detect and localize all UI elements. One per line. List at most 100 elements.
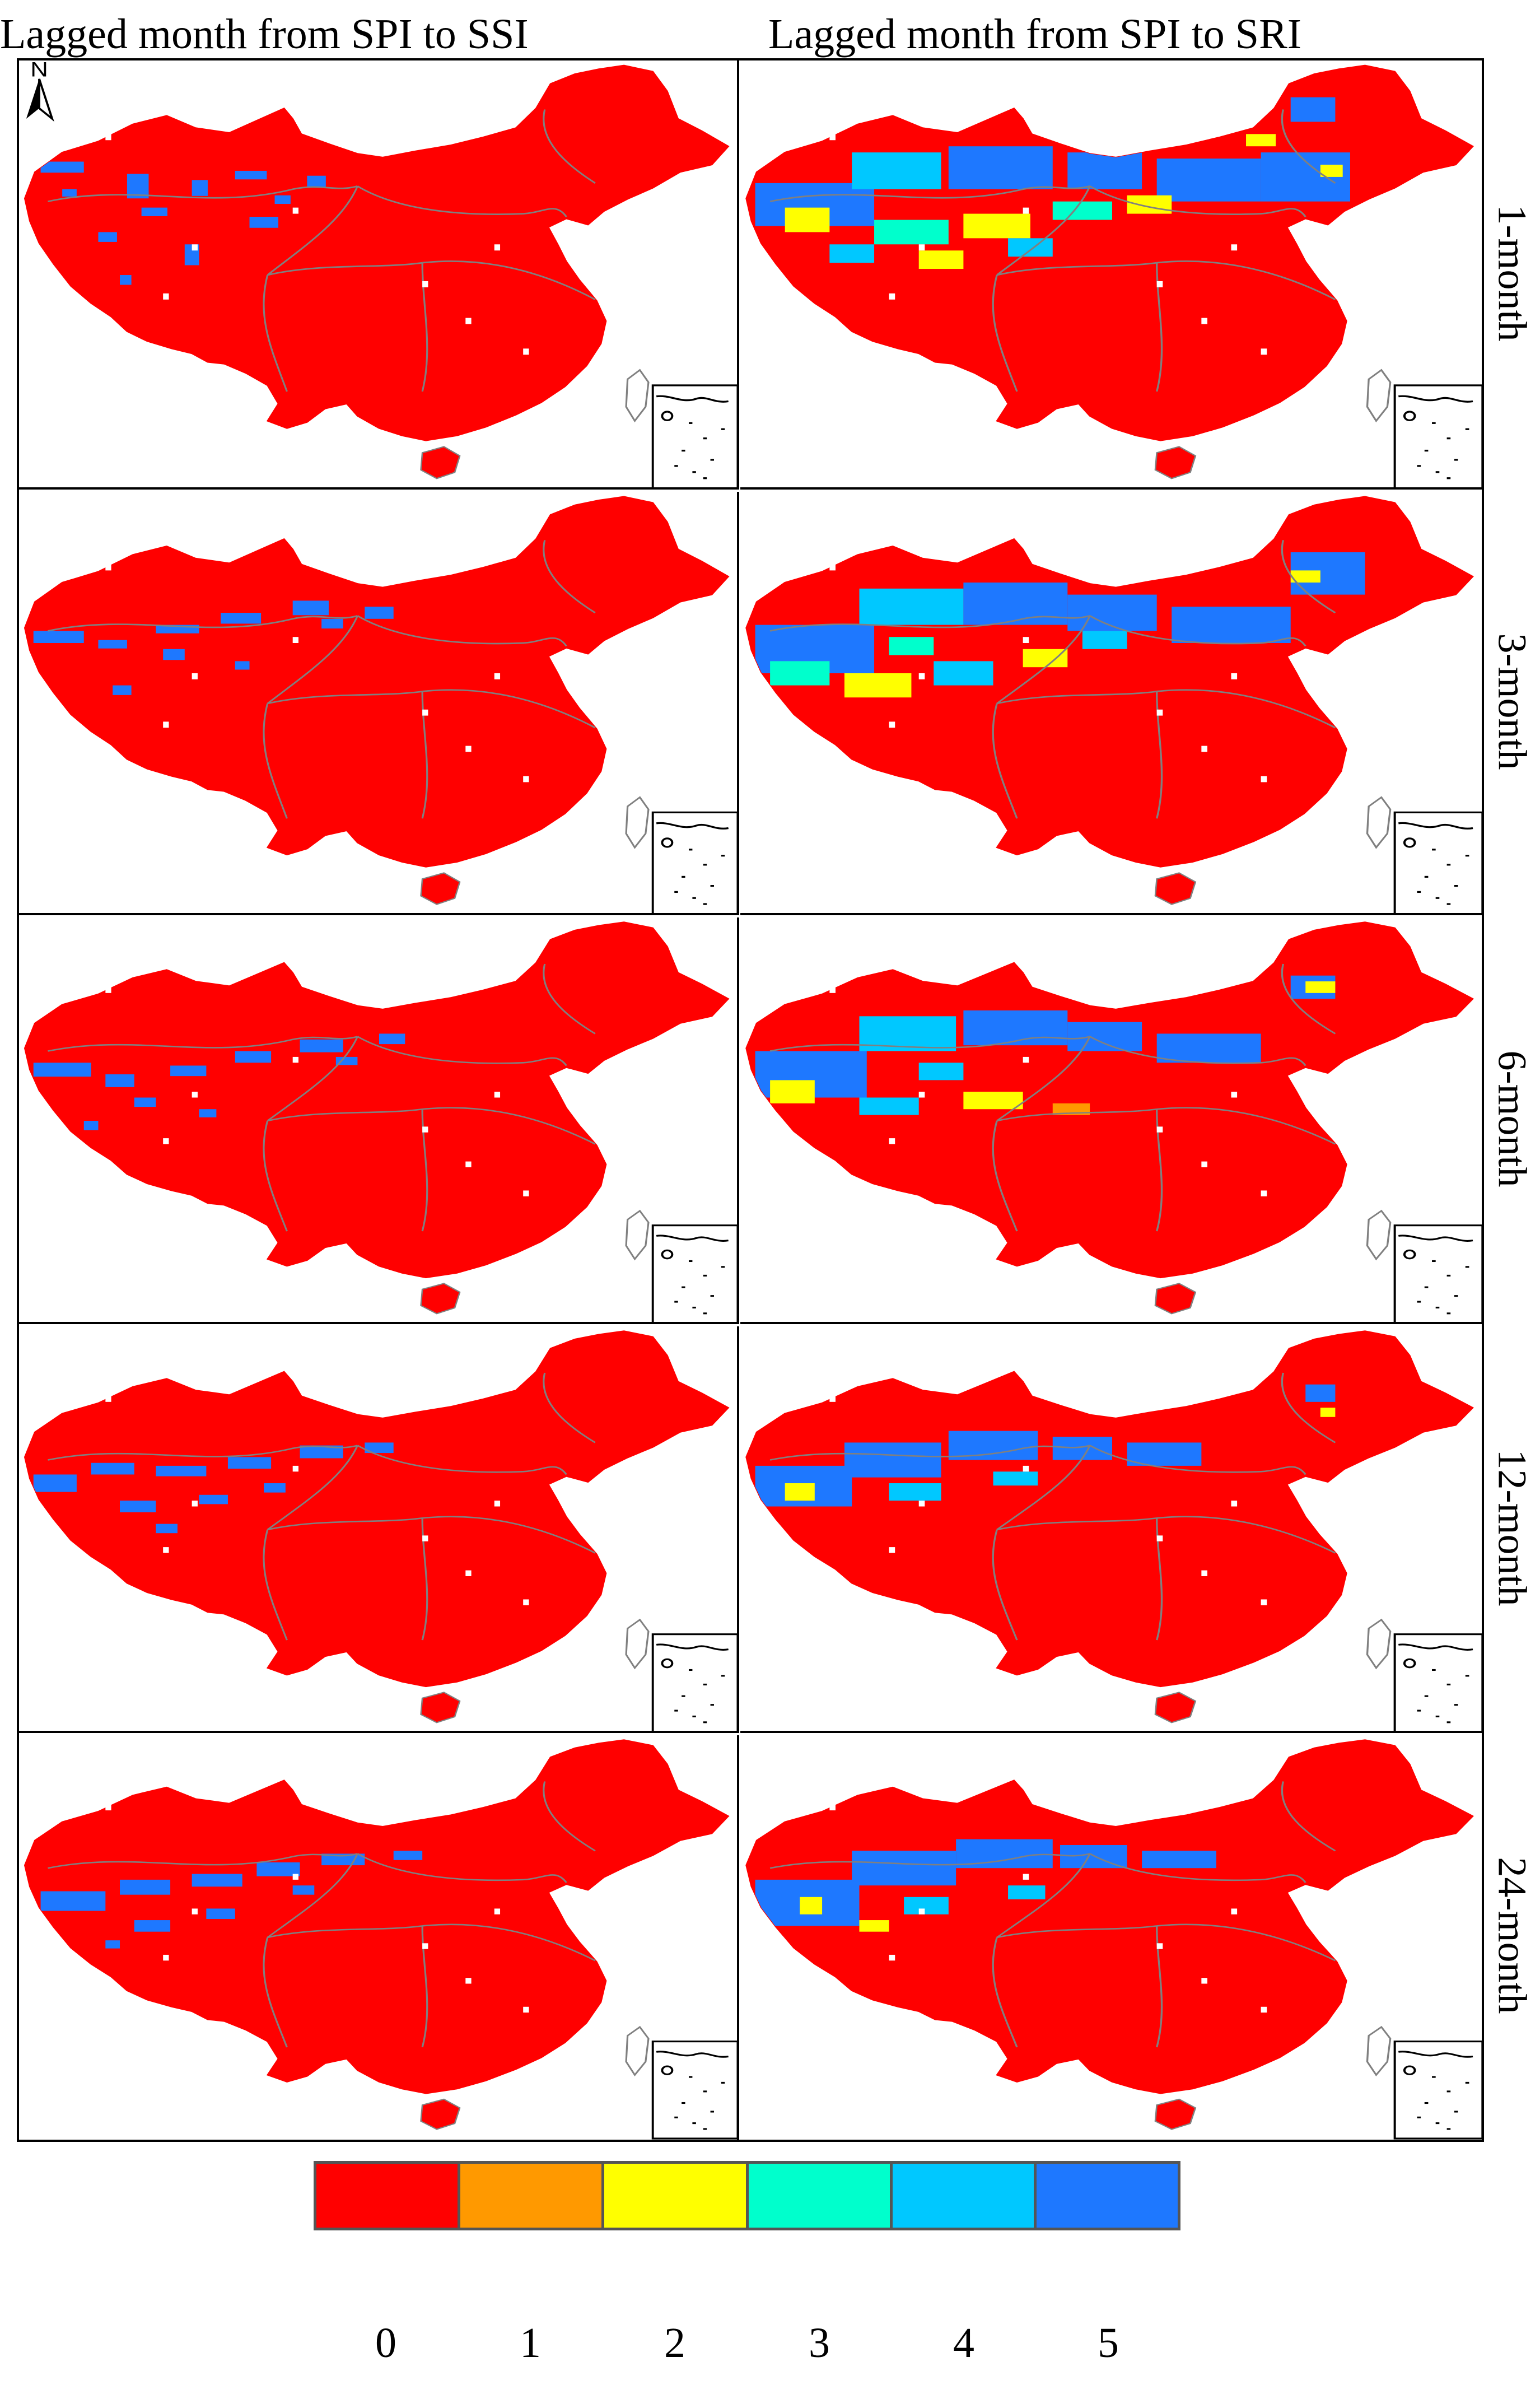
lag-patch [365, 607, 394, 619]
lag-patch [321, 618, 343, 629]
no-data-speck [105, 987, 111, 993]
no-data-speck [889, 293, 895, 300]
lag-patch [874, 220, 949, 245]
lag-patches [755, 97, 1350, 269]
lag-patch [1008, 1885, 1046, 1899]
region-boundary [769, 1445, 1090, 1461]
taiwan-island [625, 1209, 650, 1261]
no-data-speck [918, 1501, 925, 1507]
legend-tick-2: 2 [664, 2319, 685, 2367]
region-boundary [996, 262, 1157, 276]
lag-patch [156, 1524, 178, 1534]
no-data-speck [105, 1396, 111, 1402]
row-label-1-month: 1-month [1490, 204, 1535, 341]
region-boundary [992, 703, 1018, 819]
region-boundary [1156, 1518, 1163, 1641]
map-panel-sri-6-month [740, 917, 1484, 1324]
region-boundary [267, 1036, 358, 1121]
hainan-island [420, 1692, 461, 1723]
lag-patch [292, 600, 329, 616]
lag-patch [1052, 1437, 1112, 1460]
region-boundary [267, 1445, 358, 1530]
lag-patch [785, 207, 830, 232]
lag-patch [1067, 152, 1142, 189]
no-data-speck [1023, 1465, 1029, 1472]
no-data-speck [829, 134, 836, 141]
region-boundary [267, 1853, 358, 1938]
lag-patch [163, 649, 185, 660]
lag-patch [1320, 165, 1343, 177]
region-boundary [996, 1445, 1091, 1530]
region-boundary [996, 1517, 1157, 1531]
no-data-speck [889, 1138, 895, 1144]
lag-patch [829, 244, 875, 263]
hainan-island [420, 872, 461, 905]
region-boundary [769, 1853, 1090, 1869]
region-boundary [1281, 1781, 1336, 1852]
lag-patch [1082, 631, 1127, 649]
lag-patch [199, 1109, 217, 1117]
lag-patch [235, 170, 267, 180]
lag-patch [1156, 1033, 1261, 1063]
no-data-speck [292, 1465, 298, 1472]
lag-patch [62, 189, 77, 197]
lag-patch [33, 1063, 91, 1077]
lag-patch [192, 1874, 242, 1887]
region-boundary [769, 185, 1090, 203]
region-boundary [543, 1372, 596, 1443]
no-data-speck [829, 564, 836, 571]
south-china-sea-inset [1393, 2041, 1484, 2140]
lag-patch [33, 1474, 77, 1492]
region-boundary [996, 1036, 1091, 1121]
legend-tick-5: 5 [1098, 2319, 1119, 2367]
no-data-speck [1156, 1535, 1163, 1541]
region-boundary [1089, 1445, 1306, 1475]
no-data-speck [465, 318, 472, 324]
lag-patch [1305, 981, 1336, 993]
no-data-speck [1201, 1978, 1207, 1984]
region-boundary [422, 1107, 596, 1145]
no-data-speck [465, 746, 472, 752]
no-data-speck [1201, 1161, 1207, 1167]
lag-patch [859, 1920, 889, 1932]
lag-patch [1305, 1384, 1336, 1402]
lag-patch [83, 1121, 99, 1130]
region-boundary [996, 1925, 1157, 1939]
lag-patch [40, 161, 84, 173]
lag-patches [755, 1839, 1216, 1932]
region-boundary [267, 1108, 423, 1122]
region-boundary [357, 1853, 567, 1883]
region-boundary [357, 1445, 567, 1475]
taiwan-island [1366, 2025, 1392, 2077]
lag-patch [365, 1442, 394, 1454]
south-china-sea-inset [1393, 1633, 1484, 1731]
no-data-speck [163, 721, 169, 728]
mainland-shape [24, 1739, 730, 2094]
region-boundary [1281, 540, 1336, 614]
region-boundary [1281, 1372, 1336, 1443]
no-data-speck [1156, 281, 1163, 287]
region-boundary [1156, 260, 1336, 300]
lag-patch [379, 1033, 405, 1045]
region-boundary [267, 691, 423, 705]
region-boundary [48, 615, 358, 632]
lag-patch [1008, 238, 1053, 257]
lag-patch [1023, 649, 1068, 668]
taiwan-island [1366, 1618, 1392, 1670]
lag-patch [120, 1879, 171, 1895]
south-china-sea-inset [1393, 811, 1484, 913]
mainland-shape [24, 64, 730, 441]
region-boundary [421, 263, 428, 392]
lag-patch [141, 207, 167, 216]
region-boundary [1089, 185, 1306, 217]
lag-patch [307, 175, 326, 187]
hainan-island [1154, 1692, 1197, 1723]
region-boundary [769, 615, 1090, 632]
south-china-sea-inset [651, 1224, 737, 1322]
no-data-speck [1023, 207, 1029, 214]
lag-patch [934, 661, 993, 686]
no-data-speck [422, 709, 428, 716]
lag-patch [249, 217, 278, 228]
region-boundary [422, 260, 596, 300]
lag-patches [40, 1851, 423, 1949]
